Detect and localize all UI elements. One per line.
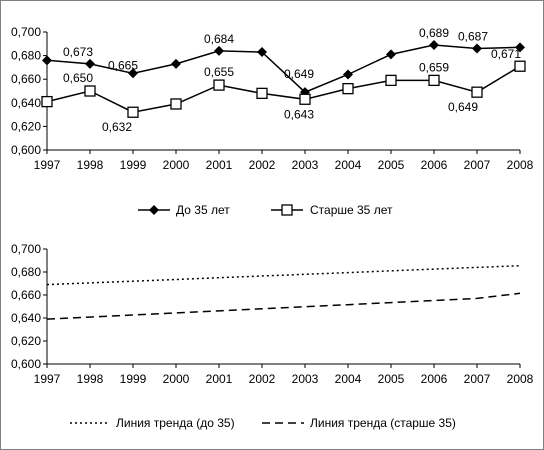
y-tick-label: 0,660 [11, 72, 41, 86]
data-label: 0,689 [419, 26, 449, 40]
y-tick-label: 0,700 [11, 25, 41, 39]
series-line-under-35 [46, 264, 521, 286]
chart-top-x-ticks: 1997 1998 1999 2000 2001 2002 2003 2004 2005 2006… [34, 150, 534, 172]
chart-bottom-x-ticks: 1997 1998 1999 2000 2001 2002 2003 2004 2005 2006… [34, 364, 534, 386]
x-tick-label: 2000 [163, 372, 190, 386]
x-tick-label: 2003 [292, 372, 319, 386]
x-tick-label: 1998 [77, 372, 104, 386]
data-label: 0,649 [284, 67, 314, 81]
data-point-square [127, 106, 139, 118]
data-label: 0,673 [63, 45, 93, 59]
data-point-square [514, 60, 526, 72]
x-tick-label: 2007 [464, 158, 491, 172]
x-tick-label: 1997 [34, 372, 61, 386]
data-point-diamond [171, 58, 181, 69]
legend-marker-square [281, 204, 293, 216]
x-tick-label: 2003 [292, 158, 319, 172]
y-tick-label: 0,640 [11, 96, 41, 110]
x-tick-label: 2004 [335, 372, 362, 386]
x-tick-label: 2008 [507, 158, 534, 172]
data-point-square [342, 82, 354, 95]
legend-marker-diamond [149, 205, 159, 215]
data-point-diamond [472, 43, 482, 54]
chart-top-y-ticks: 0,600 0,620 0,640 0,660 0,680 0,700 [11, 25, 47, 157]
data-point-diamond [128, 68, 138, 79]
data-point-diamond [386, 49, 396, 60]
y-tick-label: 0,600 [11, 357, 41, 371]
data-point-square [471, 86, 483, 98]
y-tick-label: 0,680 [11, 49, 41, 63]
data-point-square [170, 98, 182, 110]
x-tick-label: 2006 [421, 158, 448, 172]
data-label: 0,665 [108, 58, 138, 72]
y-tick-label: 0,600 [11, 143, 41, 157]
data-point-diamond [343, 69, 353, 80]
data-label: 0,632 [102, 120, 132, 134]
chart-bottom-axes [46, 249, 520, 365]
y-tick-label: 0,680 [11, 265, 41, 279]
y-tick-label: 0,620 [11, 334, 41, 348]
data-point-diamond [42, 55, 52, 66]
x-tick-label: 2008 [507, 372, 534, 386]
x-tick-label: 1997 [34, 158, 61, 172]
x-tick-label: 1999 [120, 158, 147, 172]
x-tick-label: 2006 [421, 372, 448, 386]
legend-label-over-35: Старше 35 лет [310, 203, 393, 217]
data-point-diamond [429, 39, 439, 50]
legend-label-trend-under-35: Линия тренда (до 35) [116, 416, 235, 430]
data-point-square [213, 79, 225, 91]
series-line-under-35 [46, 44, 521, 94]
data-point-square [256, 87, 268, 100]
x-tick-label: 2001 [206, 158, 233, 172]
x-tick-label: 2004 [335, 158, 362, 172]
legend-label-trend-over-35: Линия тренда (старше 35) [310, 416, 456, 430]
x-tick-label: 2005 [378, 372, 405, 386]
data-label: 0,643 [284, 107, 314, 121]
x-tick-label: 1999 [120, 372, 147, 386]
chart-top-axes [46, 32, 520, 151]
data-label: 0,687 [458, 30, 488, 44]
data-label: 0,671 [491, 47, 521, 61]
x-tick-label: 2001 [206, 372, 233, 386]
data-label: 0,650 [63, 71, 93, 85]
data-label: 0,659 [419, 60, 449, 74]
data-point-diamond [257, 47, 267, 58]
y-tick-label: 0,620 [11, 119, 41, 133]
x-tick-label: 2007 [464, 372, 491, 386]
series-line-over-35 [46, 65, 521, 113]
x-tick-label: 2002 [249, 158, 276, 172]
data-point-square [385, 74, 397, 87]
data-point-square [41, 95, 53, 108]
x-tick-label: 2002 [249, 372, 276, 386]
chart-bottom-legend: Линия тренда (до 35) Линия тренда (старш… [70, 416, 456, 430]
y-tick-label: 0,640 [11, 311, 41, 325]
legend-label-under-35: До 35 лет [176, 203, 230, 217]
chart-top-legend: До 35 лет Старше 35 лет [138, 203, 393, 217]
chart-bottom-y-ticks: 0,600 0,620 0,640 0,660 0,680 0,700 [11, 242, 47, 371]
x-tick-label: 2005 [378, 158, 405, 172]
x-tick-label: 2000 [163, 158, 190, 172]
chart-bottom-series [46, 264, 521, 320]
chart-top-data-labels: 0,673 0,665 0,684 0,649 0,689 0,687 0,650 0,632… [63, 26, 521, 134]
y-tick-label: 0,700 [11, 242, 41, 256]
data-point-diamond [85, 58, 95, 69]
data-label: 0,649 [448, 100, 478, 114]
chart-top-series [41, 39, 526, 118]
y-tick-label: 0,660 [11, 288, 41, 302]
data-label: 0,684 [204, 32, 234, 46]
data-label: 0,655 [204, 65, 234, 79]
data-point-diamond [214, 45, 224, 56]
data-point-square [84, 85, 96, 97]
data-point-square [299, 93, 311, 105]
data-point-square [428, 74, 440, 87]
x-tick-label: 1998 [77, 158, 104, 172]
data-point-diamond [515, 42, 525, 53]
series-line-over-35 [46, 292, 521, 320]
